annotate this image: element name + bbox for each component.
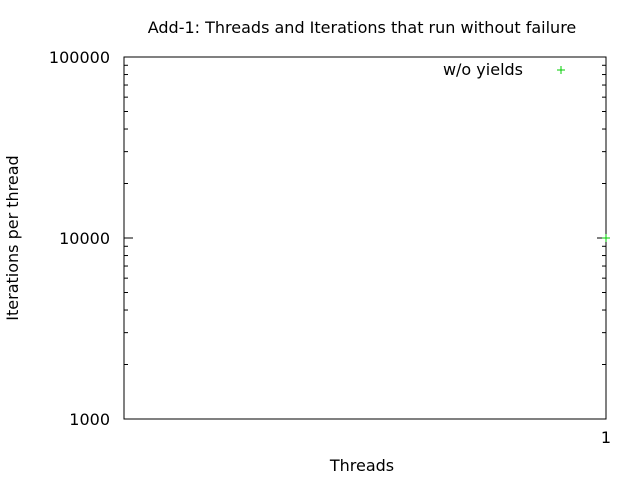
y-tick-label: 10000 (59, 229, 110, 248)
axis-ticks: 1000 10000 100000 1 (49, 48, 611, 447)
y-tick-label: 100000 (49, 48, 110, 67)
chart-title: Add-1: Threads and Iterations that run w… (148, 18, 577, 37)
x-axis-label: Threads (329, 456, 394, 475)
legend-marker (557, 66, 565, 74)
data-marks (602, 234, 610, 242)
x-tick-label: 1 (601, 428, 611, 447)
legend-label: w/o yields (443, 60, 523, 79)
legend: w/o yields (443, 60, 565, 79)
y-tick-label: 1000 (69, 410, 110, 429)
y-axis-label: Iterations per thread (3, 155, 22, 320)
data-point (602, 234, 610, 242)
plot-frame (123, 56, 607, 420)
